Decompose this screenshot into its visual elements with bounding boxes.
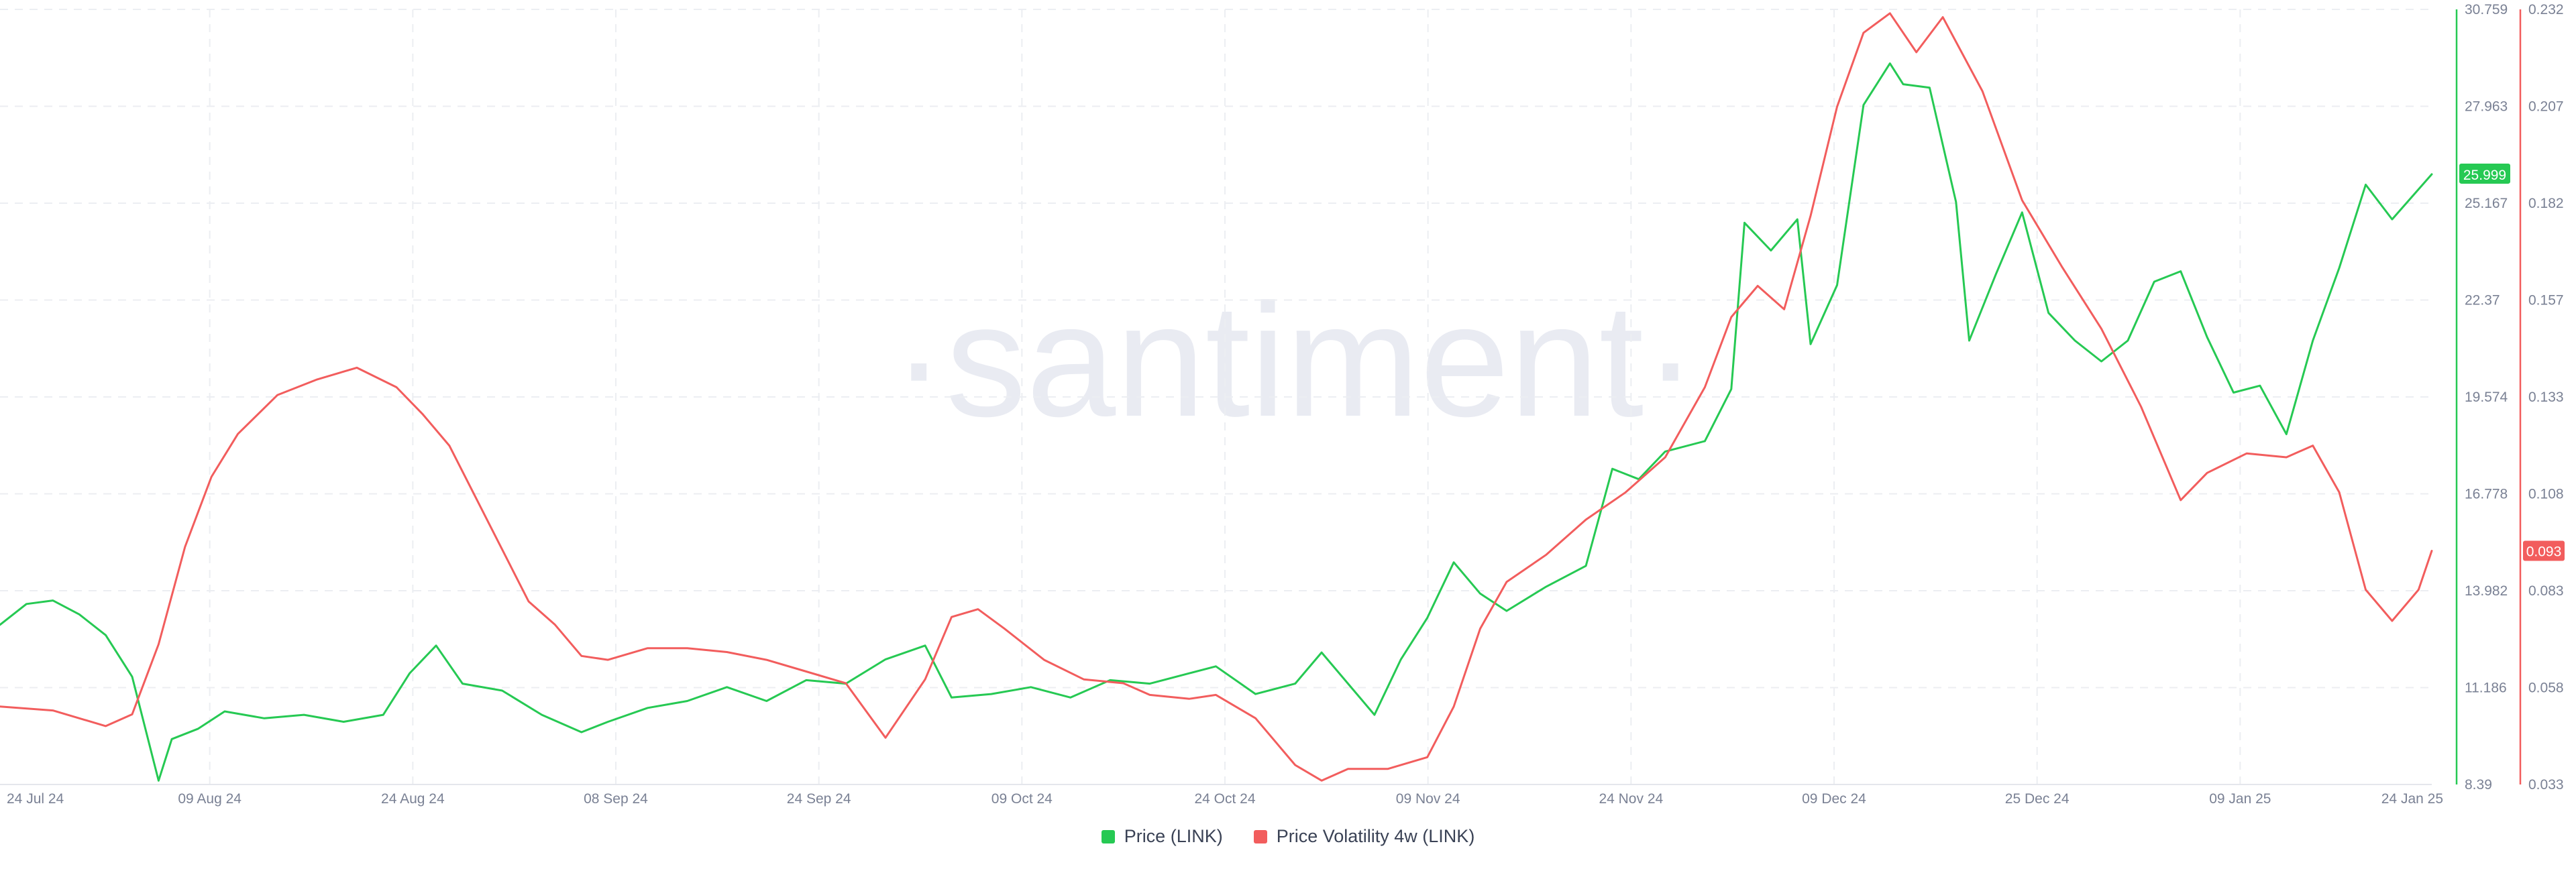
x-tick-label: 24 Nov 24 (1599, 791, 1663, 807)
x-tick-label: 09 Dec 24 (1802, 791, 1866, 807)
volatility-axis-tick-label: 0.033 (2528, 777, 2564, 793)
volatility-line (0, 12, 2433, 782)
price-axis-tick-label: 25.167 (2465, 196, 2508, 211)
x-tick-label: 09 Jan 25 (2209, 791, 2271, 807)
legend-label-volatility: Price Volatility 4w (LINK) (1276, 826, 1475, 846)
volatility-axis-tick-label: 0.207 (2528, 99, 2564, 115)
price-current-label: 25.999 (2463, 168, 2506, 183)
x-tick-label: 25 Dec 24 (2005, 791, 2070, 807)
volatility-axis-tick-label: 0.108 (2528, 487, 2564, 502)
volatility-current-label: 0.093 (2526, 544, 2562, 559)
volatility-axis-tick-label: 0.133 (2528, 390, 2564, 405)
axes (0, 9, 2522, 785)
legend-swatch-volatility (1253, 829, 1267, 843)
price-current-badge (2459, 163, 2510, 184)
x-tick-label: 24 Sep 24 (787, 791, 851, 807)
price-axis-tick-label: 22.37 (2465, 293, 2500, 308)
legend-item-price[interactable]: Price (LINK) (1101, 826, 1223, 847)
volatility-axis-tick-label: 0.157 (2528, 293, 2564, 308)
axis-tick-labels: 24 Jul 24 09 Aug 24 24 Aug 24 08 Sep 24 24 S… (7, 2, 2565, 807)
x-tick-label: 08 Sep 24 (584, 791, 648, 807)
legend-item-volatility[interactable]: Price Volatility 4w (LINK) (1253, 826, 1475, 847)
x-tick-label: 09 Aug 24 (178, 791, 241, 807)
x-tick-label: 09 Oct 24 (991, 791, 1053, 807)
volatility-axis-tick-label: 0.058 (2528, 681, 2564, 696)
x-tick-label: 24 Jan 25 (2381, 791, 2443, 807)
price-axis-tick-label: 19.574 (2465, 390, 2508, 405)
volatility-axis-tick-label: 0.083 (2528, 583, 2564, 599)
watermark: ·santiment· (892, 270, 1697, 450)
legend-swatch-price (1101, 829, 1115, 843)
price-line (0, 62, 2433, 782)
price-axis-tick-label: 30.759 (2465, 2, 2508, 17)
price-axis-tick-label: 11.186 (2465, 681, 2507, 696)
legend-label-price: Price (LINK) (1124, 826, 1223, 846)
x-tick-label: 24 Oct 24 (1194, 791, 1255, 807)
volatility-axis-tick-label: 0.182 (2528, 196, 2564, 211)
x-tick-label: 09 Nov 24 (1396, 791, 1460, 807)
x-tick-label: 24 Aug 24 (381, 791, 445, 807)
grid (0, 9, 2432, 785)
x-tick-label: 24 Jul 24 (7, 791, 64, 807)
volatility-current-badge (2523, 540, 2565, 561)
price-axis-tick-label: 27.963 (2465, 99, 2508, 115)
series-lines (0, 12, 2433, 782)
volatility-axis-tick-label: 0.232 (2528, 2, 2564, 17)
price-axis-tick-label: 13.982 (2465, 583, 2508, 599)
price-axis-tick-label: 16.778 (2465, 487, 2508, 502)
price-axis-tick-label: 8.39 (2465, 777, 2492, 793)
legend: Price (LINK) Price Volatility 4w (LINK) (0, 826, 2576, 847)
